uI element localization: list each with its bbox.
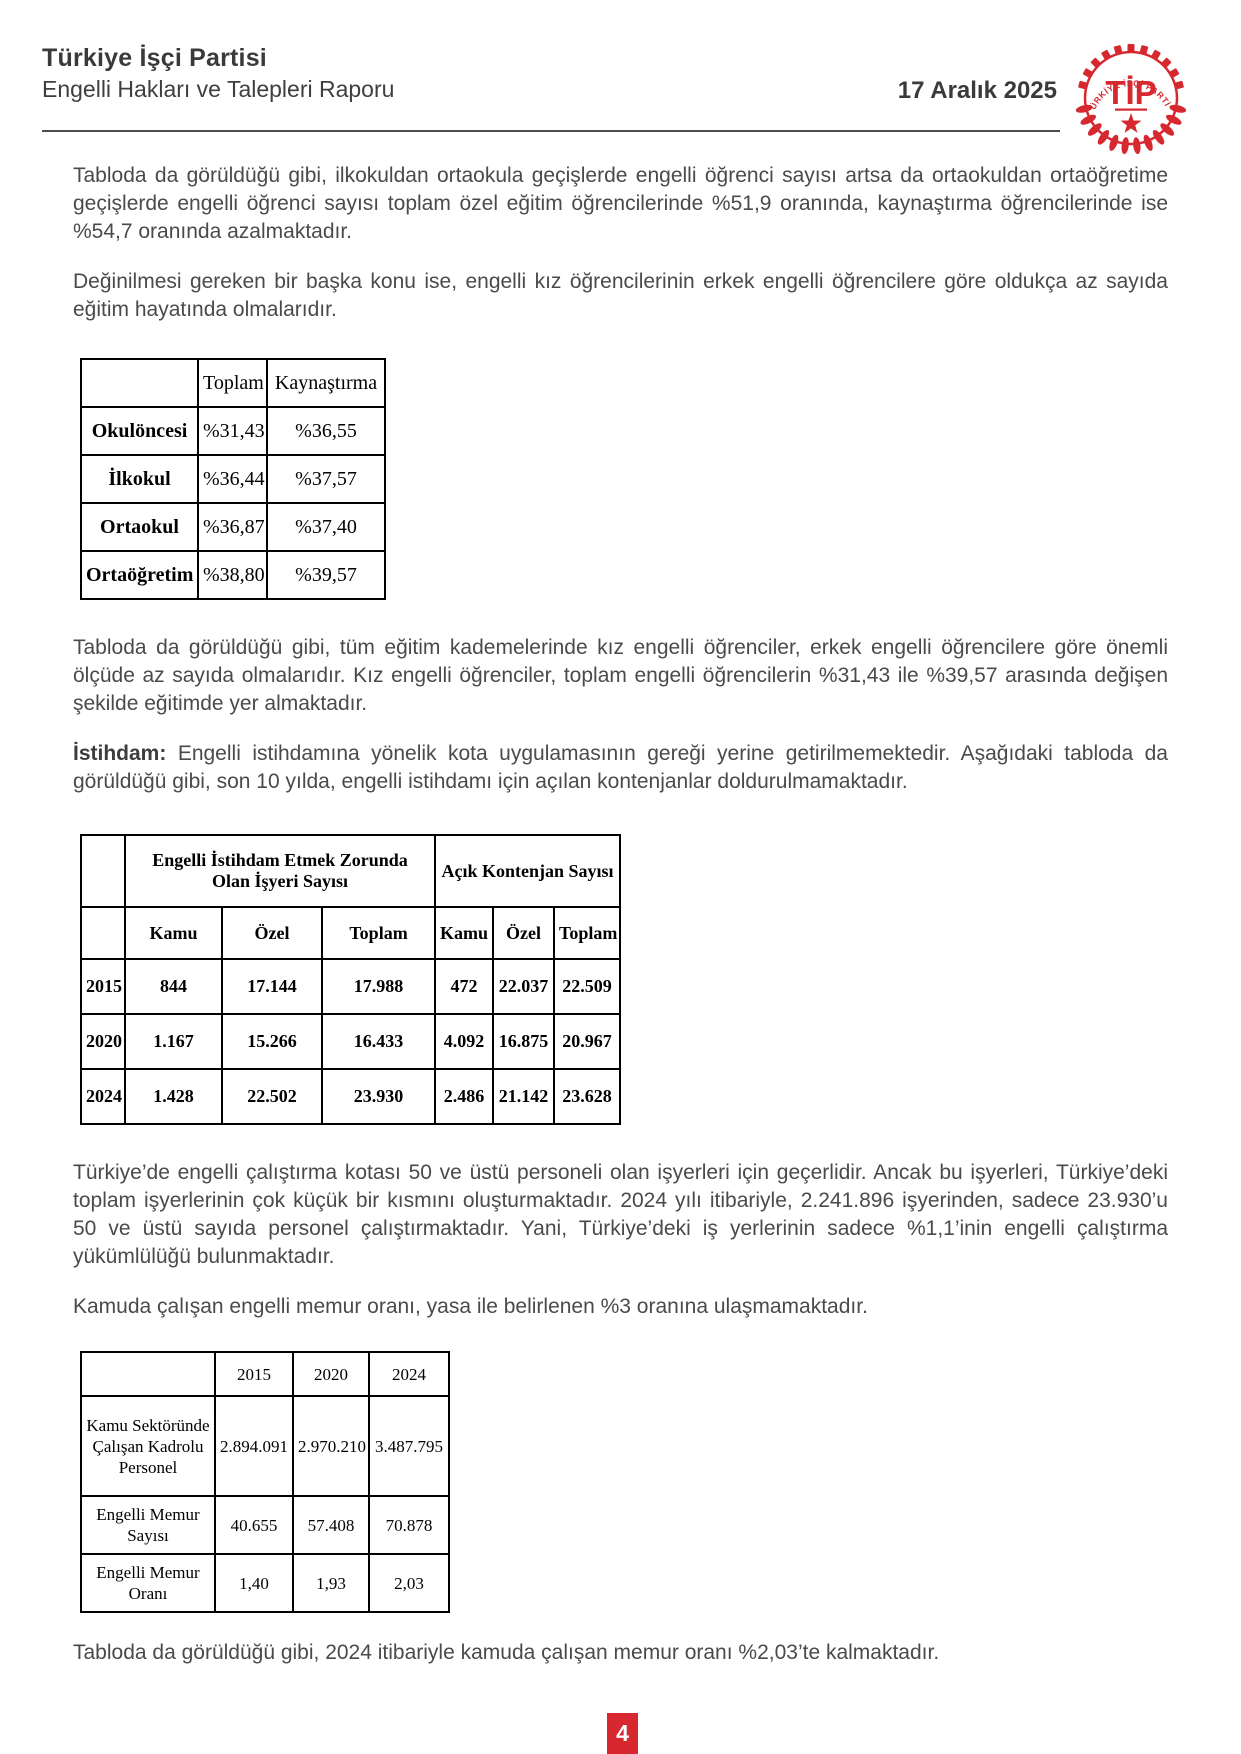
table-cell: 2.894.091	[214, 1395, 294, 1497]
table-row: Okulöncesi %31,43 %36,55	[80, 406, 386, 456]
table-cell: %37,40	[266, 502, 386, 552]
row-label: Ortaöğretim	[80, 550, 199, 600]
row-label: 2020	[80, 1013, 126, 1070]
table-cell: 15.266	[221, 1013, 323, 1070]
table-cell: 16.433	[320, 1013, 437, 1070]
paragraph-lead: İstihdam:	[73, 742, 167, 765]
table-cell: 22.037	[492, 958, 556, 1015]
table-cell: %39,57	[266, 550, 386, 600]
table-cell: 472	[434, 958, 495, 1015]
column-header: 2015	[214, 1351, 294, 1397]
table-cell: 22.502	[221, 1068, 323, 1125]
table-cell: 2.970.210	[292, 1395, 370, 1497]
table-cell: 22.509	[553, 958, 622, 1015]
page-number-badge: 4	[607, 1713, 638, 1754]
table-cell: %31,43	[197, 406, 268, 456]
report-title: Engelli Hakları ve Talepleri Raporu	[42, 76, 395, 102]
table-cell: 57.408	[292, 1495, 370, 1555]
table-corner-cell	[80, 834, 126, 908]
report-body: Tabloda da görüldüğü gibi, ilkokuldan or…	[0, 162, 1241, 1667]
row-label: Kamu Sektöründe Çalışan Kadrolu Personel	[80, 1395, 216, 1497]
column-header: Özel	[221, 906, 323, 960]
table-row: Kamu Sektöründe Çalışan Kadrolu Personel…	[80, 1395, 450, 1497]
table-cell: 21.142	[492, 1068, 556, 1125]
star-icon	[1120, 113, 1142, 133]
table-cell: 844	[124, 958, 223, 1015]
table-cell: 40.655	[214, 1495, 294, 1555]
table-cell: %37,57	[266, 454, 386, 504]
column-header: Kamu	[124, 906, 223, 960]
row-label: İlkokul	[80, 454, 199, 504]
table-corner-cell	[80, 1351, 216, 1397]
row-label: 2024	[80, 1068, 126, 1125]
group-header-workplaces: Engelli İstihdam Etmek Zorunda Olan İşye…	[123, 834, 437, 908]
paragraph-public-sector-ratio: Kamuda çalışan engelli memur oranı, yasa…	[73, 1295, 868, 1318]
row-label: Ortaokul	[80, 502, 199, 552]
table-row: 2020 1.167 15.266 16.433 4.092 16.875 20…	[80, 1013, 622, 1070]
table-row: Engelli Memur Sayısı 40.655 57.408 70.87…	[80, 1495, 450, 1555]
row-label: Engelli Memur Oranı	[80, 1553, 216, 1613]
table-cell: %38,80	[197, 550, 268, 600]
paragraph-education-transition: Tabloda da görüldüğü gibi, ilkokuldan or…	[73, 164, 1168, 243]
paragraph-conclusion: Tabloda da görüldüğü gibi, 2024 itibariy…	[73, 1641, 940, 1664]
page-header: Türkiye İşçi Partisi Engelli Hakları ve …	[0, 0, 1241, 155]
table-corner-cell	[80, 906, 126, 960]
employment-quota-table: Engelli İstihdam Etmek Zorunda Olan İşye…	[80, 834, 622, 1125]
logo-abbrev-text: TİP	[1105, 74, 1156, 111]
table-cell: 2.486	[434, 1068, 495, 1125]
table-cell: 70.878	[368, 1495, 450, 1555]
column-header: Toplam	[320, 906, 437, 960]
table-cell: 4.092	[434, 1013, 495, 1070]
education-gender-table: Toplam Kaynaştırma Okulöncesi %31,43 %36…	[80, 358, 386, 600]
column-header: Özel	[492, 906, 556, 960]
column-header: Toplam	[197, 358, 268, 408]
table-cell: 1,40	[214, 1553, 294, 1613]
tip-party-logo-icon: TÜRKİYE İŞÇİ PARTİSİ TİP	[1068, 30, 1191, 160]
table-cell: %36,44	[197, 454, 268, 504]
column-header: Toplam	[553, 906, 622, 960]
table-cell: 17.144	[221, 958, 323, 1015]
table-cell: 1,93	[292, 1553, 370, 1613]
table-row: Engelli Memur Oranı 1,40 1,93 2,03	[80, 1553, 450, 1613]
table-row: İlkokul %36,44 %37,57	[80, 454, 386, 504]
paragraph-quota-coverage: Türkiye’de engelli çalıştırma kotası 50 …	[73, 1161, 1168, 1268]
column-header: Kaynaştırma	[266, 358, 386, 408]
table-row: Ortaokul %36,87 %37,40	[80, 502, 386, 552]
paragraph-girls-education: Değinilmesi gereken bir başka konu ise, …	[73, 270, 1168, 321]
table-cell: 23.628	[553, 1068, 622, 1125]
table-cell: 23.930	[320, 1068, 437, 1125]
table-cell: %36,55	[266, 406, 386, 456]
table-corner-cell	[80, 358, 199, 408]
column-header: 2024	[368, 1351, 450, 1397]
table-cell: 3.487.795	[368, 1395, 450, 1497]
party-name: Türkiye İşçi Partisi	[42, 44, 267, 72]
table-row: Ortaöğretim %38,80 %39,57	[80, 550, 386, 600]
table-row: 2024 1.428 22.502 23.930 2.486 21.142 23…	[80, 1068, 622, 1125]
table-cell: %36,87	[197, 502, 268, 552]
table-cell: 16.875	[492, 1013, 556, 1070]
column-header: 2020	[292, 1351, 370, 1397]
paragraph-employment-intro: İstihdam: Engelli istihdamına yönelik ko…	[73, 742, 1168, 793]
report-date: 17 Aralık 2025	[897, 77, 1057, 104]
column-header: Kamu	[434, 906, 495, 960]
table-cell: 2,03	[368, 1553, 450, 1613]
header-divider	[42, 130, 1060, 132]
table-cell: 20.967	[553, 1013, 622, 1070]
row-label: Engelli Memur Sayısı	[80, 1495, 216, 1555]
table-row: 2015 844 17.144 17.988 472 22.037 22.509	[80, 958, 622, 1015]
row-label: 2015	[80, 958, 126, 1015]
public-sector-table: 2015 2020 2024 Kamu Sektöründe Çalışan K…	[80, 1351, 450, 1613]
table-cell: 17.988	[320, 958, 437, 1015]
table-cell: 1.167	[124, 1013, 223, 1070]
row-label: Okulöncesi	[80, 406, 199, 456]
group-header-open-quota: Açık Kontenjan Sayısı	[434, 834, 622, 908]
table-cell: 1.428	[124, 1068, 223, 1125]
paragraph-education-summary: Tabloda da görüldüğü gibi, tüm eğitim ka…	[73, 636, 1168, 715]
